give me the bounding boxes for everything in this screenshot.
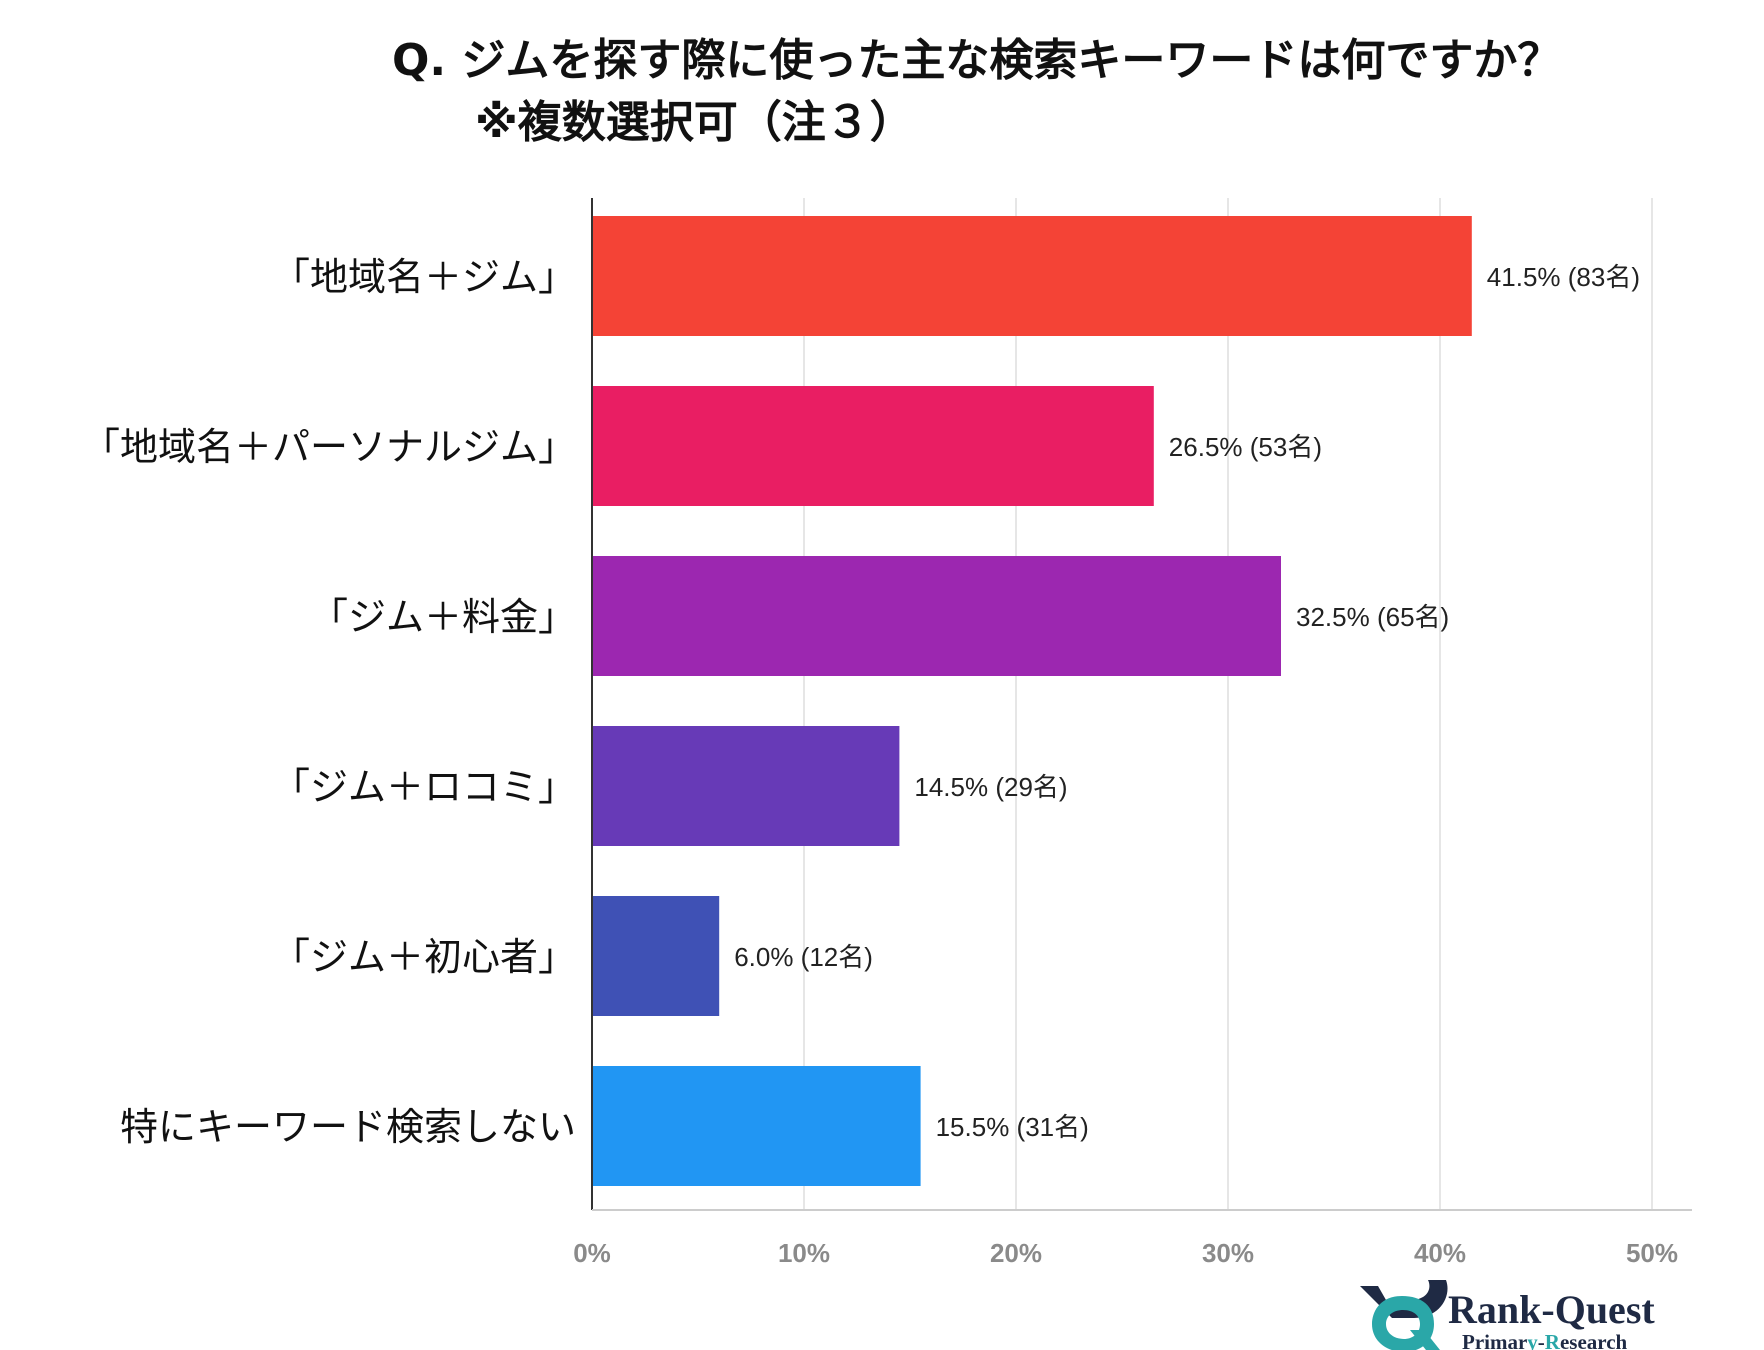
- rq-logo-icon: [1360, 1280, 1448, 1350]
- rank-quest-logo: Rank-Quest Primary-Research: [1360, 1280, 1655, 1350]
- bar: [592, 216, 1472, 336]
- x-tick-label: 50%: [1626, 1238, 1678, 1268]
- bars: [592, 216, 1472, 1186]
- data-labels: 41.5% (83名) 26.5% (53名) 32.5% (65名) 14.5% (…: [734, 262, 1640, 1142]
- logo-subtitle: Primary-Research: [1462, 1330, 1628, 1350]
- bar: [592, 1066, 921, 1186]
- data-label: 15.5% (31名): [936, 1112, 1089, 1142]
- bar: [592, 556, 1281, 676]
- gridlines: [803, 198, 1653, 1210]
- data-label: 32.5% (65名): [1296, 602, 1449, 632]
- data-label: 41.5% (83名): [1487, 262, 1640, 292]
- category-label: 「地域名＋ジム」: [272, 255, 576, 299]
- category-label: 「ジム＋初心者」: [272, 935, 576, 979]
- category-label: 「ジム＋料金」: [310, 595, 576, 639]
- logo-name: Rank-Quest: [1448, 1287, 1655, 1332]
- data-label: 14.5% (29名): [914, 772, 1067, 802]
- data-label: 26.5% (53名): [1169, 432, 1322, 462]
- x-tick-label: 40%: [1414, 1238, 1466, 1268]
- x-tick-label: 20%: [990, 1238, 1042, 1268]
- x-tick-label: 10%: [778, 1238, 830, 1268]
- category-label: 「地域名＋パーソナルジム」: [82, 425, 576, 469]
- bar: [592, 726, 900, 846]
- x-tick-label: 0%: [573, 1238, 611, 1268]
- category-label: 特にキーワード検索しない: [120, 1105, 576, 1149]
- x-axis-ticks: 0% 10% 20% 30% 40% 50%: [573, 1238, 1678, 1268]
- chart-title: Q. ジムを探す際に使った主な検索キーワードは何ですか？: [392, 35, 1561, 86]
- category-label: 「ジム＋ロコミ」: [272, 765, 576, 809]
- x-tick-label: 30%: [1202, 1238, 1254, 1268]
- bar: [592, 386, 1154, 506]
- data-label: 6.0% (12名): [734, 942, 873, 972]
- bar: [592, 896, 720, 1016]
- chart-subtitle: ※複数選択可（注３）: [475, 97, 914, 148]
- category-labels: 「地域名＋ジム」「地域名＋パーソナルジム」「ジム＋料金」「ジム＋ロコミ」「ジム＋…: [82, 255, 576, 1149]
